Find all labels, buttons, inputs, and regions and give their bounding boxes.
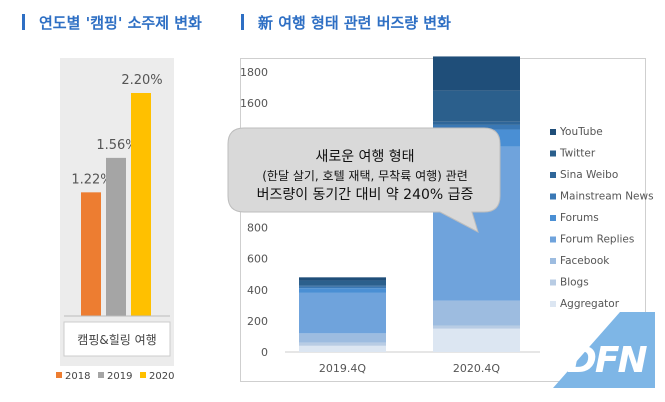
y-tick-label: 600: [247, 253, 268, 266]
callout-line-2: (한달 살기, 호텔 재택, 무착륙 여행) 관련: [262, 169, 468, 183]
bar-segment-aggregator: [433, 328, 520, 352]
legend-swatch-twitter: [550, 150, 556, 157]
bar-segment-forum-replies: [299, 292, 386, 334]
legend-label-2019: 2019: [107, 371, 132, 382]
x-tick-label: 2019.4Q: [319, 362, 366, 375]
bar-2020: [131, 93, 151, 316]
left-title-text: 연도별 '캠핑' 소주제 변화: [39, 14, 202, 32]
legend-swatch-sina-weibo: [550, 172, 556, 178]
legend-swatch-facebook: [550, 258, 556, 264]
legend-swatch-2018: [56, 372, 62, 378]
bar-segment-aggregator: [299, 345, 386, 352]
y-tick-label: 0: [261, 346, 268, 359]
category-box: [63, 321, 171, 357]
y-tick-label: 200: [247, 315, 268, 328]
bar-2018: [81, 192, 101, 316]
bar-segment-forums: [299, 288, 386, 293]
bar-segment-sina-weibo: [299, 285, 386, 287]
dfn-logo-text: DFN: [567, 340, 648, 381]
legend-swatch-forums: [550, 215, 556, 221]
bar-2019: [106, 157, 126, 316]
callout-line-3: 버즈량이 동기간 대비 약 240% 급증: [256, 187, 474, 203]
legend-swatch-mainstream-news: [550, 193, 556, 200]
legend-swatch-2019: [98, 372, 104, 378]
bar-segment-mainstream-news: [433, 124, 520, 130]
bar-segment-youtube: [299, 277, 386, 281]
legend-swatch-youtube: [550, 129, 556, 135]
x-tick-label: 2020.4Q: [453, 362, 500, 375]
legend-label-aggregator: Aggregator: [560, 298, 620, 310]
legend-label-2018: 2018: [65, 371, 90, 382]
callout-line-1: 새로운 여행 형태: [315, 149, 415, 165]
legend-label-sina-weibo: Sina Weibo: [560, 169, 618, 181]
callout-text: 새로운 여행 형태 (한달 살기, 호텔 재택, 무착륙 여행) 관련 버즈량이…: [230, 148, 500, 205]
legend-label-blogs: Blogs: [560, 277, 589, 289]
callout-bubble: [227, 127, 501, 233]
bar-segment-facebook: [299, 333, 386, 343]
legend-swatch-forum-replies: [550, 236, 556, 243]
legend-label-twitter: Twitter: [559, 148, 596, 160]
title-marker: [241, 14, 244, 30]
right-title: 新 여행 형태 관련 버즈량 변화: [241, 12, 451, 36]
bar-segment-mainstream-news: [299, 286, 386, 289]
bar-segment-blogs: [433, 325, 520, 329]
category-label: 캠핑&힐링 여행: [77, 332, 156, 347]
data-label-2019: 1.56%: [96, 138, 137, 153]
legend-label-2020: 2020: [149, 371, 174, 382]
right-title-text: 新 여행 형태 관련 버즈량 변화: [258, 14, 451, 32]
bar-segment-blogs: [299, 342, 386, 346]
legend-label-forums: Forums: [560, 212, 599, 224]
legend-swatch-2020: [140, 372, 146, 378]
legend-label-mainstream-news: Mainstream News: [560, 191, 654, 203]
legend-label-youtube: YouTube: [559, 126, 603, 138]
legend-swatch-aggregator: [550, 301, 556, 307]
dfn-logo-shape: [553, 312, 655, 388]
left-title: 연도별 '캠핑' 소주제 변화: [22, 12, 202, 36]
legend-swatch-blogs: [550, 279, 556, 286]
y-tick-label: 1800: [240, 66, 268, 79]
bar-segment-sina-weibo: [433, 121, 520, 125]
title-marker: [22, 14, 25, 30]
y-tick-label: 800: [247, 222, 268, 235]
y-tick-label: 400: [247, 284, 268, 297]
bar-segment-facebook: [433, 300, 520, 326]
legend-label-facebook: Facebook: [560, 255, 610, 267]
bar-segment-twitter: [299, 280, 386, 286]
bar-segment-youtube: [433, 56, 520, 91]
data-label-2020: 2.20%: [121, 73, 162, 88]
y-tick-label: 1600: [240, 97, 268, 110]
data-label-2018: 1.22%: [71, 172, 112, 187]
bar-segment-twitter: [433, 90, 520, 122]
legend-label-forum-replies: Forum Replies: [560, 234, 634, 246]
